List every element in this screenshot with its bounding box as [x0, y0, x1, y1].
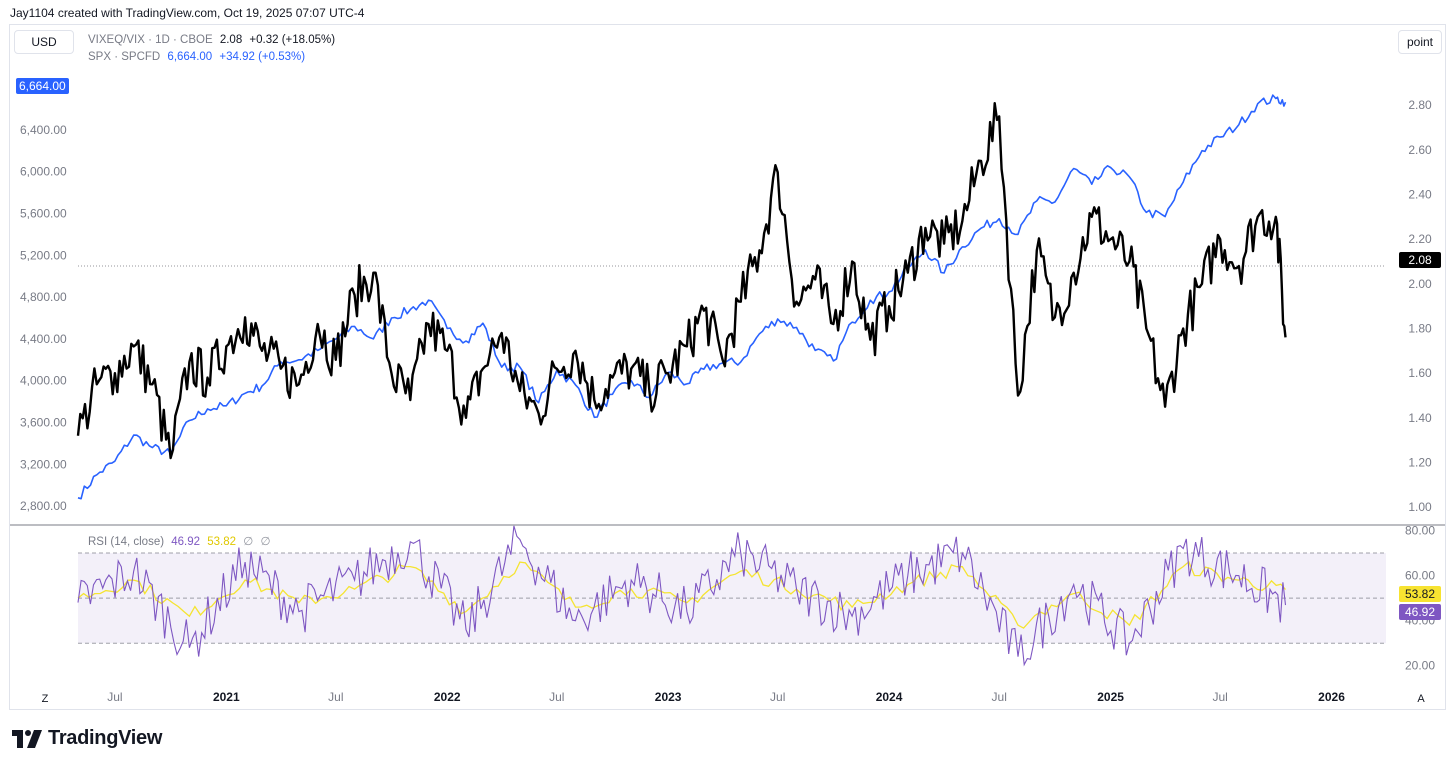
- spx-axis-tick-7: 5,600.00: [20, 206, 67, 220]
- rsi-legend: RSI (14, close) 46.92 53.82 ∅ ∅: [88, 534, 275, 548]
- spx-last-price-tag: 6,664.00: [16, 78, 69, 94]
- ratio-axis-tick-9: 2.80: [1408, 98, 1432, 112]
- rsi-ma-line: [77, 560, 1286, 629]
- ratio-axis-tick-1: 1.20: [1408, 455, 1432, 469]
- ratio-axis-tick-2: 1.40: [1408, 411, 1432, 425]
- spx-axis-tick-3: 4,000.00: [20, 374, 67, 388]
- main-legend-change: +0.32 (+18.05%): [249, 34, 336, 46]
- auto-scale-button[interactable]: A: [1412, 690, 1430, 708]
- x-axis-tick-0: Jul: [107, 690, 122, 704]
- spx-legend-symbol: SPX · SPCFD: [88, 51, 161, 63]
- spx-axis-tick-0: 2,800.00: [20, 499, 67, 513]
- spx-axis-tick-6: 5,200.00: [20, 248, 67, 262]
- tradingview-logo-icon: [12, 729, 42, 748]
- spx-legend-change: +34.92 (+0.53%): [219, 51, 306, 63]
- ratio-axis-tick-7: 2.40: [1408, 188, 1432, 202]
- spx-axis-tick-8: 6,000.00: [20, 165, 67, 179]
- x-axis-tick-10: Jul: [1212, 690, 1227, 704]
- x-axis-tick-11: 2026: [1318, 690, 1345, 704]
- tradingview-logo: TradingView: [12, 727, 162, 750]
- ratio-axis-tick-4: 1.80: [1408, 321, 1432, 335]
- rsi-axis-tick-0: 20.00: [1405, 659, 1435, 673]
- spx-axis-tick-4: 4,400.00: [20, 332, 67, 346]
- main-legend-value: 2.08: [219, 34, 243, 46]
- rsi-legend-value: 46.92: [171, 536, 201, 548]
- ratio-axis-tick-5: 2.00: [1408, 277, 1432, 291]
- x-axis-tick-4: Jul: [549, 690, 564, 704]
- chart-frame: 2,800.00 3,200.00 3,600.00 4,000.00 4,400.00…: [9, 24, 1446, 710]
- chart-attribution: Jay1104 created with TradingView.com, Oc…: [10, 6, 365, 20]
- main-legend: VIXEQ/VIX · 1D · CBOE 2.08 +0.32 (+18.05…: [88, 34, 339, 46]
- x-axis-tick-6: Jul: [770, 690, 785, 704]
- unit-button[interactable]: point: [1398, 30, 1442, 54]
- ratio-axis-tick-6: 2.20: [1408, 232, 1432, 246]
- main-legend-symbol: VIXEQ/VIX · 1D · CBOE: [88, 34, 213, 46]
- ratio-axis-tick-0: 1.00: [1408, 500, 1432, 514]
- spx-axis-tick-9: 6,400.00: [20, 123, 67, 137]
- x-axis-tick-3: 2022: [434, 690, 461, 704]
- spx-legend-value: 6,664.00: [167, 51, 213, 63]
- rsi-axis-tick-3: 80.00: [1405, 524, 1435, 538]
- x-axis-tick-8: Jul: [992, 690, 1007, 704]
- spx-legend: SPX · SPCFD 6,664.00 +34.92 (+0.53%): [88, 51, 309, 63]
- spx-axis-tick-1: 3,200.00: [20, 457, 67, 471]
- spx-series-line: [77, 94, 1287, 500]
- ratio-axis-tick-8: 2.60: [1408, 143, 1432, 157]
- x-axis-tick-9: 2025: [1097, 690, 1124, 704]
- rsi-axis-tick-2: 60.00: [1405, 569, 1435, 583]
- zoom-z-button[interactable]: Z: [36, 690, 54, 708]
- vixeq-vix-series-line: [76, 102, 1287, 460]
- x-axis-tick-5: 2023: [655, 690, 682, 704]
- ratio-axis-tick-3: 1.60: [1408, 366, 1432, 380]
- spx-axis-tick-5: 4,800.00: [20, 290, 67, 304]
- rsi-legend-visibility-icon[interactable]: ∅: [243, 536, 254, 548]
- rsi-line: [77, 525, 1287, 667]
- x-axis-tick-2: Jul: [328, 690, 343, 704]
- chart-canvas[interactable]: 2,800.00 3,200.00 3,600.00 4,000.00 4,400.00…: [10, 25, 1445, 709]
- main-last-price-tag: 2.08: [1399, 252, 1441, 268]
- currency-button[interactable]: USD: [14, 30, 74, 54]
- rsi-last-tag: 46.92: [1399, 604, 1441, 620]
- spx-axis-tick-2: 3,600.00: [20, 416, 67, 430]
- rsi-legend-label: RSI (14, close): [88, 536, 165, 548]
- x-axis-tick-7: 2024: [876, 690, 903, 704]
- tradingview-wordmark: TradingView: [48, 727, 163, 749]
- rsi-ma-last-tag: 53.82: [1399, 586, 1441, 602]
- rsi-legend-ma-value: 53.82: [207, 536, 237, 548]
- rsi-legend-settings-icon[interactable]: ∅: [260, 536, 271, 548]
- x-axis-tick-1: 2021: [213, 690, 240, 704]
